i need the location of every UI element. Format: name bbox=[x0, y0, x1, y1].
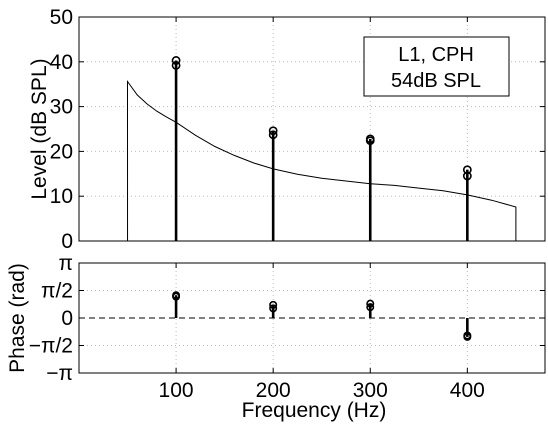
phase-grid bbox=[79, 263, 545, 373]
phase-stem-marker bbox=[366, 303, 375, 312]
level-y-tick-label: 40 bbox=[50, 51, 73, 74]
phase-panel: −π −π/2 0 π/2 π 100 200 300 400 Phase (rad) Fre… bbox=[6, 252, 546, 422]
level-y-tick-label: 0 bbox=[61, 230, 73, 253]
phase-y-tick-label: −π/2 bbox=[29, 335, 73, 358]
x-axis-label: Frequency (Hz) bbox=[242, 399, 387, 422]
phase-x-ticks: 100 200 300 400 bbox=[159, 263, 485, 402]
phase-stem-marker bbox=[366, 299, 375, 308]
phase-x-tick-label: 300 bbox=[353, 379, 388, 402]
phase-x-tick-label: 100 bbox=[159, 379, 194, 402]
phase-stems bbox=[172, 291, 472, 341]
legend-line-1: L1, CPH bbox=[398, 44, 474, 66]
level-stem-marker bbox=[365, 136, 375, 146]
level-stem-marker bbox=[268, 130, 278, 140]
level-stem-marker bbox=[462, 171, 472, 181]
level-y-tick-label: 50 bbox=[50, 6, 73, 29]
level-stem-marker bbox=[268, 126, 278, 136]
phase-y-axis-label: Phase (rad) bbox=[6, 263, 29, 373]
phase-stem-marker bbox=[172, 292, 181, 301]
phase-y-tick-label: π bbox=[59, 252, 74, 275]
phase-y-tick-label: −π bbox=[46, 362, 73, 385]
level-y-ticks: 0 10 20 30 40 50 bbox=[50, 6, 545, 253]
level-stem-marker bbox=[462, 165, 472, 175]
level-y-tick-label: 30 bbox=[50, 96, 73, 119]
phase-x-tick-label: 200 bbox=[256, 379, 291, 402]
phase-stem-marker bbox=[269, 304, 278, 313]
level-y-tick-label: 20 bbox=[50, 140, 73, 163]
phase-y-ticks: −π −π/2 0 π/2 π bbox=[29, 252, 545, 385]
phase-x-tick-label: 400 bbox=[450, 379, 485, 402]
legend-box bbox=[363, 36, 510, 97]
level-y-axis-label: Level (dB SPL) bbox=[28, 58, 51, 199]
level-stems bbox=[171, 56, 472, 241]
phase-stem-marker bbox=[269, 300, 278, 309]
level-stem-marker bbox=[171, 56, 181, 65]
level-y-tick-label: 10 bbox=[50, 185, 73, 208]
level-stem-marker bbox=[171, 60, 181, 70]
phase-y-tick-label: 0 bbox=[61, 307, 73, 330]
legend-line-2: 54dB SPL bbox=[391, 70, 481, 92]
level-curve bbox=[126, 79, 517, 242]
legend: L1, CPH 54dB SPL bbox=[363, 36, 510, 97]
level-frame bbox=[78, 16, 546, 242]
phase-y-tick-label: π/2 bbox=[41, 280, 73, 303]
level-panel: 0 10 20 30 40 50 Level (dB SPL) L1, CPH 54dB … bbox=[28, 6, 546, 253]
phase-stem-marker bbox=[463, 332, 472, 341]
